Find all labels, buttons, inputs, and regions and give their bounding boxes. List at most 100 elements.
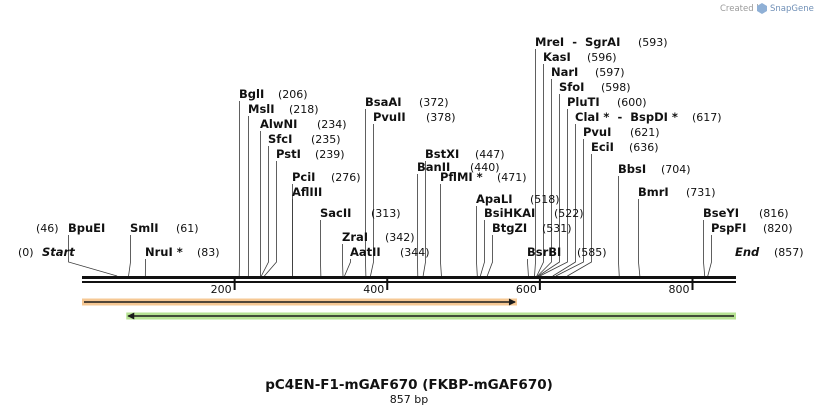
- snapgene-logo-icon: [757, 3, 767, 14]
- site-position-zrai: (342): [385, 231, 415, 244]
- start-label: Start: [42, 245, 75, 259]
- site-leader-aatii: [344, 259, 351, 277]
- site-leader-bsihkai: [479, 220, 485, 277]
- site-leader-pflmi: [440, 184, 442, 277]
- feature-orange-forward-arrowhead-icon: [508, 298, 516, 306]
- site-position-psti: (239): [315, 148, 345, 161]
- site-label-pluti: PluTI: [567, 95, 600, 109]
- site-position-nrui: (83): [197, 246, 220, 259]
- site-label-aatii: AatII: [350, 245, 381, 259]
- end-position: (857): [774, 246, 804, 259]
- site-position-sfci: (235): [311, 133, 341, 146]
- site-label-smli: SmlI: [130, 221, 159, 235]
- site-position-bsihkai: (522): [554, 207, 584, 220]
- ruler-tick-label: 600: [516, 283, 537, 296]
- site-position-pluti: (600): [617, 96, 647, 109]
- site-lines: [68, 49, 712, 277]
- ruler: 200 400 600 800: [211, 279, 694, 296]
- site-label-nrui: NruI *: [145, 245, 183, 259]
- site-leader-sfoi: [538, 94, 560, 277]
- backbone-bottom-strand: [82, 281, 736, 283]
- site-position-alwni: (234): [317, 118, 347, 131]
- site-label-pcii: PciI: [292, 170, 315, 184]
- site-label-nari: NarI: [551, 65, 578, 79]
- site-leader-bseyi: [703, 220, 706, 277]
- site-position-bbsi: (704): [661, 163, 691, 176]
- site-label-apali: ApaLI: [476, 192, 513, 206]
- backbone-top-strand: [82, 276, 736, 279]
- site-label-btgzi: BtgZI: [492, 221, 527, 235]
- site-leader-ecii: [567, 154, 592, 277]
- site-position-apali: (518): [530, 193, 560, 206]
- site-position-sfoi: (598): [601, 81, 631, 94]
- site-label-afliii: AflIII: [292, 185, 322, 199]
- site-leader-nari: [537, 79, 552, 277]
- site-label-bsihkai: BsiHKAI: [484, 206, 535, 220]
- site-label-pvui: PvuI: [583, 125, 611, 139]
- end-label: End: [735, 245, 760, 259]
- start-position: (0): [18, 246, 34, 259]
- site-leader-pspfi: [707, 235, 712, 277]
- site-leader-pvuii: [370, 124, 374, 277]
- site-leader-mrei-sgrai: [534, 49, 536, 277]
- site-position-bmri: (731): [686, 186, 716, 199]
- site-label-mrei-sgrai: MreI - SgrAI: [535, 35, 620, 49]
- site-leader-bbsi: [618, 176, 620, 277]
- site-leader-bsrbi: [527, 259, 529, 277]
- site-position-bsaai: (372): [419, 96, 449, 109]
- site-label-pvuii: PvuII: [373, 110, 406, 124]
- site-position-bseyi: (816): [759, 207, 789, 220]
- site-leader-clai-bspdi: [552, 124, 576, 277]
- site-label-bmri: BmrI: [638, 185, 669, 199]
- map-length: 857 bp: [390, 393, 428, 406]
- credit-prefix: Created by: [720, 4, 767, 14]
- site-position-pflmi: (471): [497, 171, 527, 184]
- site-position-bstxi: (447): [475, 148, 505, 161]
- site-position-kasi: (596): [587, 51, 617, 64]
- site-position-banii: (440): [470, 161, 500, 174]
- site-position-pvuii: (378): [426, 111, 456, 124]
- site-position-pspfi: (820): [763, 222, 793, 235]
- site-position-aatii: (344): [400, 246, 430, 259]
- site-position-msli: (218): [289, 103, 319, 116]
- site-label-sfoi: SfoI: [559, 80, 584, 94]
- site-label-bsrbi: BsrBI: [527, 245, 561, 259]
- site-label-clai-bspdi: ClaI * - BspDI *: [575, 110, 678, 124]
- site-position-bgli: (206): [278, 88, 308, 101]
- ruler-tick-label: 400: [363, 283, 384, 296]
- site-label-sacii: SacII: [320, 206, 351, 220]
- site-leader-pluti: [539, 109, 568, 277]
- site-position-pcii: (276): [331, 171, 361, 184]
- site-position-mrei-sgrai: (593): [638, 36, 668, 49]
- site-leader-bpuei: [68, 235, 118, 277]
- site-label-bseyi: BseYI: [703, 206, 739, 220]
- site-label-bgli: BglI: [239, 87, 264, 101]
- ruler-tick-label: 800: [669, 283, 690, 296]
- site-position-sacii: (313): [371, 207, 401, 220]
- site-position-bsrbi: (585): [577, 246, 607, 259]
- site-leader-psti: [264, 161, 277, 277]
- site-leader-bstxi: [422, 161, 426, 277]
- site-position-clai-bspdi: (617): [692, 111, 722, 124]
- site-position-smli: (61): [176, 222, 199, 235]
- site-label-bbsi: BbsI: [618, 162, 646, 176]
- site-position-nari: (597): [595, 66, 625, 79]
- site-leader-kasi: [536, 64, 544, 277]
- site-leader-smli: [128, 235, 131, 277]
- ruler-tick-label: 200: [211, 283, 232, 296]
- site-label-banii: BanII: [417, 160, 450, 174]
- site-leader-pvui: [555, 139, 584, 277]
- site-label-sfci: SfcI: [268, 132, 292, 146]
- site-position-pvui: (621): [630, 126, 660, 139]
- site-label-bpuei: BpuEI: [68, 221, 105, 235]
- credit-brand: SnapGene: [770, 4, 814, 14]
- map-title: pC4EN-F1-mGAF670 (FKBP-mGAF670): [265, 377, 553, 393]
- sequence-backbone: [82, 276, 736, 283]
- site-leader-btgzi: [486, 235, 493, 277]
- site-leader-bmri: [638, 199, 641, 277]
- site-label-alwni: AlwNI: [260, 117, 297, 131]
- site-label-kasi: KasI: [543, 50, 571, 64]
- site-position-btgzi: (531): [542, 222, 572, 235]
- site-position-ecii: (636): [629, 141, 659, 154]
